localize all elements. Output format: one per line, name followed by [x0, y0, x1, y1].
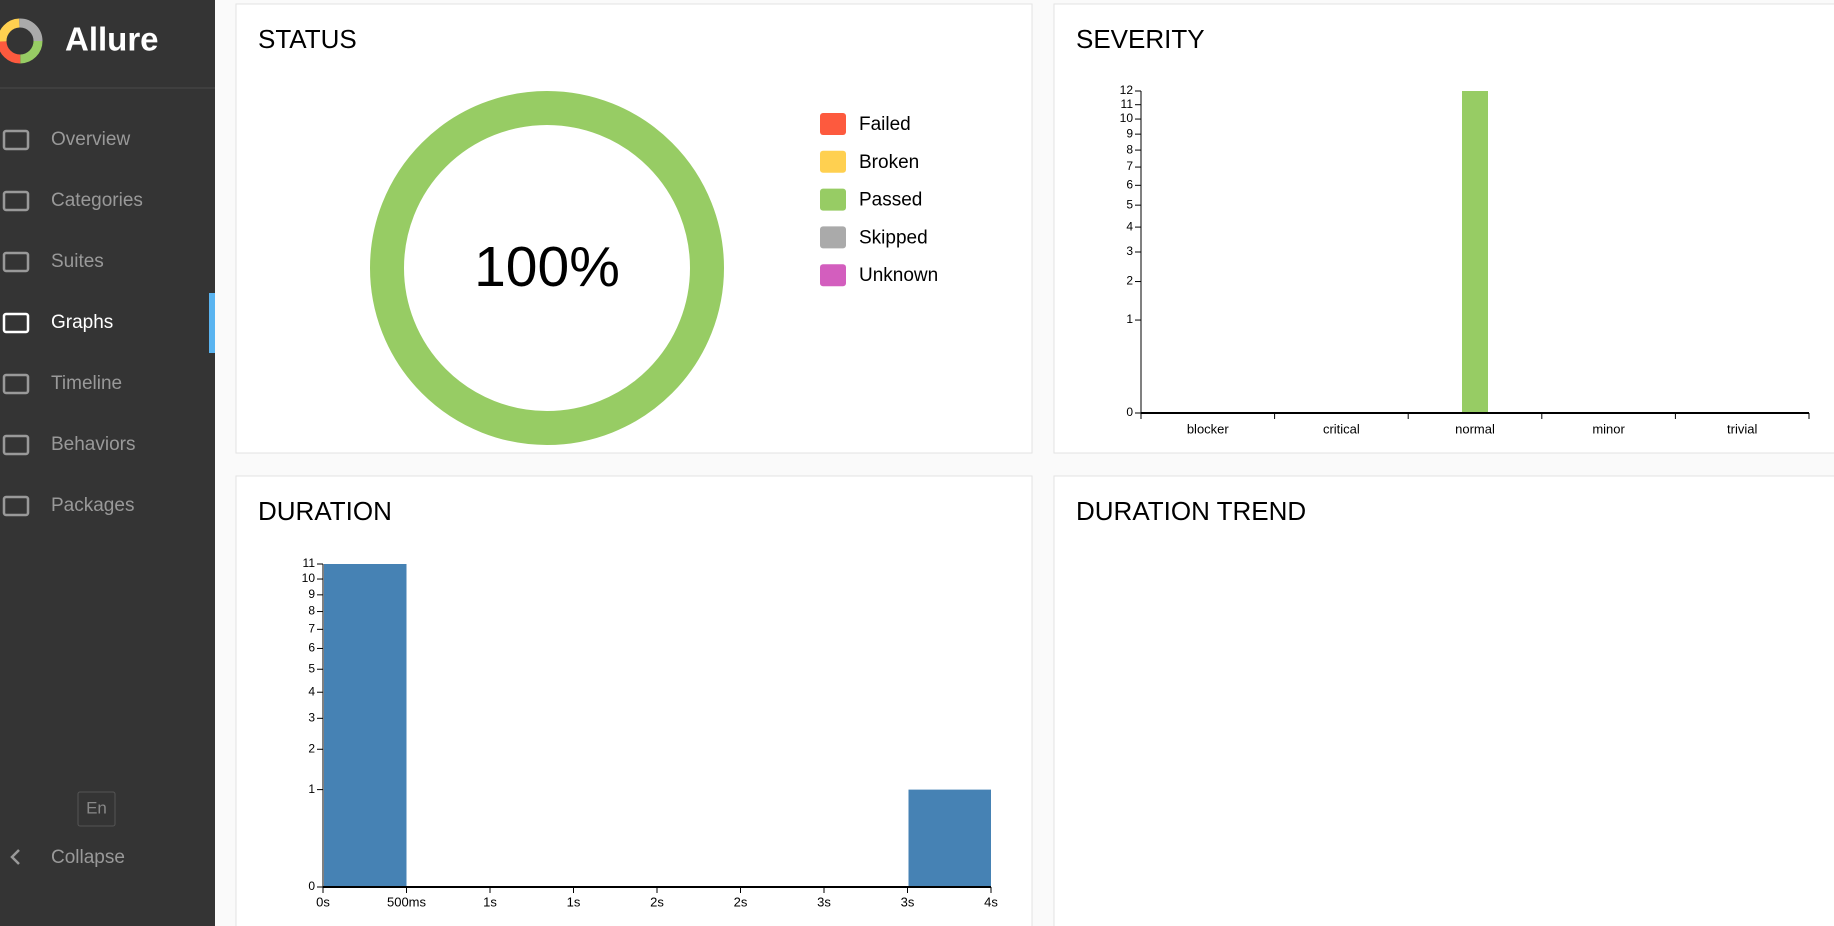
y-tick-label: 4	[308, 684, 315, 698]
logo	[0, 18, 43, 64]
nav-icon	[2, 495, 30, 517]
y-tick-label: 5	[1126, 197, 1133, 211]
y-tick-label: 1	[1126, 312, 1133, 326]
legend-label: Skipped	[859, 227, 928, 248]
trend-panel	[1053, 475, 1834, 926]
legend-swatch	[820, 113, 846, 135]
nav-item[interactable]: Packages	[51, 495, 134, 516]
x-tick-label: trivial	[1727, 421, 1757, 436]
x-tick-label: 500ms	[387, 894, 427, 909]
nav-item[interactable]: Behaviors	[51, 434, 136, 455]
y-tick-label: 6	[1126, 177, 1133, 191]
y-tick-label: 10	[1120, 111, 1134, 125]
legend-swatch	[820, 226, 846, 249]
nav-icon	[2, 312, 30, 334]
nav-icon	[2, 373, 30, 395]
language-label[interactable]: En	[86, 798, 107, 817]
nav-icon	[2, 434, 30, 456]
collapse-icon[interactable]	[10, 849, 20, 865]
nav-icon	[2, 129, 30, 151]
x-tick-label: minor	[1592, 421, 1625, 436]
severity-panel	[1053, 3, 1834, 454]
center-label: 100%	[474, 235, 620, 299]
bar	[1462, 91, 1488, 413]
nav-item[interactable]: Overview	[51, 129, 130, 150]
panel-title: STATUS	[258, 24, 357, 54]
nav-item[interactable]: Categories	[51, 190, 143, 211]
nav: Overview Categories Suites Graphs Timeline Be…	[2, 129, 215, 517]
panel-title: DURATION TREND	[1076, 496, 1306, 526]
nav-icon	[2, 190, 30, 212]
legend-label: Failed	[859, 114, 911, 135]
active-indicator	[209, 293, 215, 353]
y-tick-label: 11	[1121, 97, 1134, 111]
y-tick-label: 10	[302, 571, 316, 585]
legend-swatch	[820, 188, 846, 211]
y-tick-label: 8	[308, 604, 315, 618]
x-tick-label: 3s	[817, 894, 831, 909]
x-tick-label: blocker	[1187, 421, 1230, 436]
language-button[interactable]	[77, 791, 116, 827]
bar	[908, 789, 991, 887]
y-tick-label: 9	[308, 587, 315, 601]
x-tick-label: 2s	[650, 894, 664, 909]
x-tick-label: 4s	[984, 894, 998, 909]
y-tick-label: 6	[308, 641, 315, 655]
legend-swatch	[820, 150, 846, 173]
nav-item[interactable]: Graphs	[51, 312, 113, 333]
bar	[324, 564, 407, 887]
legend-swatch	[820, 264, 846, 287]
y-tick-label: 11	[303, 556, 316, 570]
legend-label: Broken	[859, 152, 919, 173]
y-tick-label: 0	[1126, 405, 1133, 419]
y-tick-label: 4	[1126, 219, 1133, 233]
y-tick-label: 7	[1126, 159, 1133, 173]
y-tick-label: 8	[1126, 142, 1133, 156]
brand[interactable]: Allure	[65, 21, 159, 58]
x-tick-label: 1s	[567, 894, 581, 909]
y-tick-label: 2	[1126, 274, 1133, 288]
y-tick-label: 7	[308, 622, 315, 636]
panel-title: SEVERITY	[1076, 24, 1205, 54]
y-tick-label: 0	[308, 879, 315, 893]
y-tick-label: 3	[1126, 244, 1133, 258]
x-tick-label: 1s	[483, 894, 497, 909]
x-tick-label: 2s	[734, 894, 748, 909]
y-tick-label: 1	[308, 782, 315, 796]
y-tick-label: 9	[1126, 126, 1133, 140]
y-tick-label: 5	[308, 661, 315, 675]
x-tick-label: normal	[1455, 421, 1495, 436]
status-panel	[235, 3, 1033, 454]
x-tick-label: 0s	[316, 894, 330, 909]
nav-item[interactable]: Timeline	[51, 373, 122, 394]
sidebar	[0, 0, 215, 926]
y-tick-label: 2	[308, 741, 315, 755]
panel-title: DURATION	[258, 496, 392, 526]
x-tick-label: 3s	[901, 894, 915, 909]
legend-label: Unknown	[859, 265, 938, 286]
nav-icon	[2, 251, 30, 273]
y-tick-label: 12	[1120, 83, 1134, 97]
y-tick-label: 3	[308, 710, 315, 724]
legend-label: Passed	[859, 190, 922, 211]
collapse-label[interactable]: Collapse	[51, 847, 125, 868]
nav-item[interactable]: Suites	[51, 251, 104, 272]
pie-slice	[370, 91, 724, 445]
x-tick-label: critical	[1323, 421, 1360, 436]
